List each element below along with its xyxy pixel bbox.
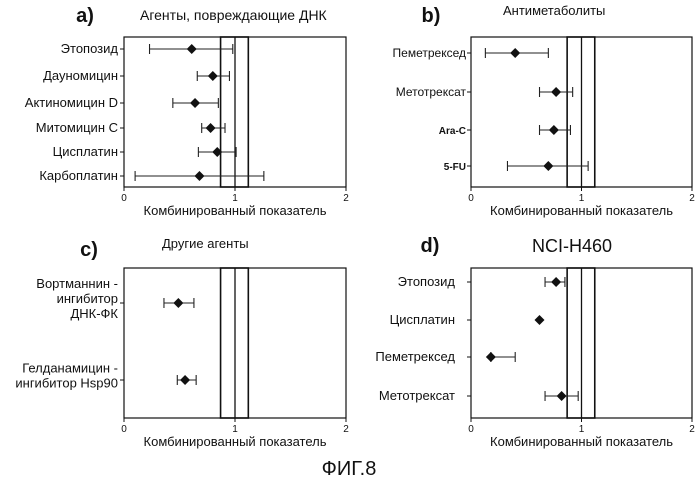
panel-d-xlabel: Комбинированный показатель [490, 434, 673, 449]
panel-b-xlabel: Комбинированный показатель [490, 203, 673, 218]
panel-a-row-2-label: Дауномицин [43, 68, 118, 83]
panel-b-row-2-label: Метотрексат [396, 85, 467, 99]
panel-b-title: Антиметаболиты [503, 3, 605, 18]
panel-a-xtick-label-0: 0 [121, 193, 127, 204]
panel-a-row-4-point [206, 123, 216, 133]
panel-a-row-6-point [194, 171, 204, 181]
panel-b-row-4-point [543, 161, 553, 171]
panel-b-row-2-point [551, 87, 561, 97]
panel-a-row-3-label: Актиномицин D [25, 95, 118, 110]
panel-a-row-2-point [208, 71, 218, 81]
panel-d-title: NCI-H460 [532, 236, 612, 256]
panel-d-row-2-label: Цисплатин [390, 312, 455, 327]
panel-c-xlabel: Комбинированный показатель [144, 434, 327, 449]
panel-c-row-2-label: Гелданамицин -ингибитор Hsp90 [15, 361, 118, 391]
panel-c-title: Другие агенты [162, 236, 249, 251]
panel-d-row-2-point [535, 315, 545, 325]
panel-d-row-3-point [486, 352, 496, 362]
panel-c-row-1-label: Вортманнин -ингибиторДНК-ФК [36, 276, 118, 321]
panel-c-row-1-point [173, 298, 183, 308]
panel-d-row-1-label: Этопозид [398, 274, 456, 289]
panel-b-row-1-point [510, 48, 520, 58]
panel-b-xtick-label-2: 2 [689, 193, 695, 204]
panel-a-xtick-label-2: 2 [343, 193, 349, 204]
panel-d-xtick-label-0: 0 [468, 424, 474, 435]
panel-b-row-4-label: 5-FU [444, 162, 466, 173]
panel-a-letter: a) [76, 5, 94, 27]
panel-a-row-3-point [190, 98, 200, 108]
panel-a-row-1-label: Этопозид [61, 41, 119, 56]
panel-b-row-3-label: Ara-C [439, 126, 466, 137]
panel-c-xtick-label-2: 2 [343, 424, 349, 435]
figure-label: ФИГ.8 [322, 458, 377, 480]
panel-a-row-6-label: Карбоплатин [39, 168, 118, 183]
panel-a-xlabel: Комбинированный показатель [144, 203, 327, 218]
panel-d-letter: d) [421, 235, 440, 257]
panel-b-letter: b) [422, 5, 441, 27]
panel-a-row-4-label: Митомицин С [36, 120, 118, 135]
panel-d-row-4-point [557, 391, 567, 401]
panel-c-row-2-point [180, 375, 190, 385]
panel-d-row-4-label: Метотрексат [379, 388, 455, 403]
panel-c-letter: c) [80, 239, 98, 261]
panel-b-xtick-label-0: 0 [468, 193, 474, 204]
panel-b-row-3-point [549, 125, 559, 135]
panel-c-xtick-label-0: 0 [121, 424, 127, 435]
panel-d-xtick-label-2: 2 [689, 424, 695, 435]
panel-a-row-5-label: Цисплатин [53, 144, 118, 159]
panel-d-row-1-point [551, 277, 561, 287]
panel-d-row-3-label: Пеметрексед [375, 349, 455, 364]
panel-b-row-1-label: Пеметрексед [393, 46, 466, 60]
panel-a-row-1-point [187, 44, 197, 54]
panel-a-title: Агенты, повреждающие ДНК [140, 7, 328, 23]
